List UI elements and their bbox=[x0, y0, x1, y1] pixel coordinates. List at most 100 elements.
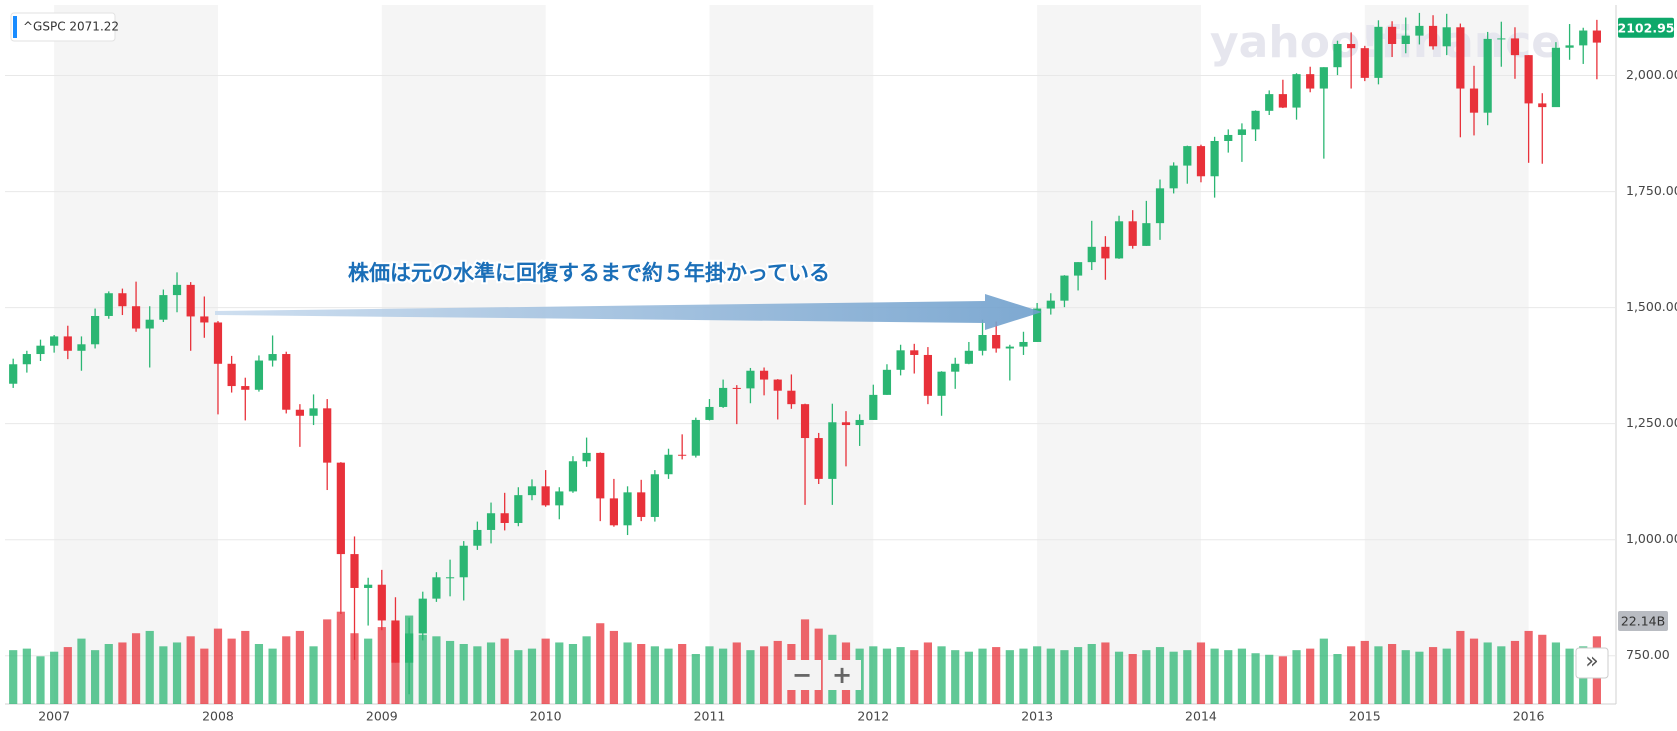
candle-body bbox=[1251, 110, 1260, 130]
zoom-out-button[interactable] bbox=[783, 660, 821, 690]
candle-body bbox=[254, 360, 264, 390]
volume-bar bbox=[664, 648, 673, 704]
candle-body bbox=[91, 315, 100, 345]
volume-bar bbox=[1251, 653, 1260, 704]
volume-bar bbox=[1019, 648, 1028, 704]
candle-body bbox=[541, 486, 550, 506]
candle-body bbox=[364, 584, 373, 588]
volume-bar bbox=[514, 650, 523, 704]
volume-bar bbox=[1551, 642, 1561, 704]
candle-body bbox=[1401, 35, 1410, 44]
volume-bar bbox=[1292, 650, 1301, 704]
expand-button[interactable] bbox=[1575, 647, 1609, 679]
annotation: 株価は元の水準に回復するまで約５年掛かっている bbox=[348, 261, 830, 285]
candle-body bbox=[937, 371, 946, 396]
volume-bar bbox=[896, 647, 905, 704]
volume-bar bbox=[9, 650, 18, 704]
candle-body bbox=[650, 474, 659, 517]
candle-body bbox=[596, 452, 605, 499]
zoom-out-label[interactable]: − bbox=[792, 661, 812, 689]
expand-label[interactable]: » bbox=[1585, 649, 1598, 674]
volume-bar bbox=[1265, 654, 1274, 704]
candle-body bbox=[814, 438, 823, 479]
volume-bar bbox=[1155, 647, 1165, 704]
candle-body bbox=[1087, 246, 1096, 263]
year-band bbox=[709, 5, 874, 704]
candle-body bbox=[514, 495, 523, 523]
volume-bar bbox=[746, 650, 755, 704]
volume-bar bbox=[869, 646, 878, 704]
volume-bar bbox=[377, 627, 386, 704]
volume-bar bbox=[1456, 630, 1465, 704]
candle-body bbox=[418, 598, 427, 634]
zoom-in-button[interactable] bbox=[823, 660, 861, 690]
candle-body bbox=[869, 394, 878, 420]
price-badge-label: 2102.95 bbox=[1618, 20, 1675, 35]
volume-bar bbox=[1415, 651, 1424, 704]
volume-bar bbox=[637, 644, 646, 704]
volume-bar bbox=[937, 646, 946, 704]
candle-body bbox=[732, 387, 741, 389]
x-tick-label: 2010 bbox=[530, 709, 562, 724]
volume-bar bbox=[213, 628, 223, 704]
volume-bar bbox=[596, 623, 605, 704]
candle-body bbox=[896, 350, 905, 370]
candle-body bbox=[1169, 165, 1178, 189]
volume-bar bbox=[1033, 646, 1042, 704]
volume-bar bbox=[1442, 648, 1451, 704]
volume-bar bbox=[1210, 648, 1219, 704]
candle-body bbox=[841, 422, 851, 426]
candle-body bbox=[1319, 67, 1328, 89]
x-tick-label: 2007 bbox=[38, 709, 70, 724]
candle-body bbox=[1196, 146, 1206, 177]
volume-bar bbox=[91, 650, 100, 704]
volume-badge bbox=[1618, 611, 1668, 631]
volume-bar bbox=[1469, 638, 1479, 704]
candle-body bbox=[1510, 38, 1520, 56]
volume-bar bbox=[445, 640, 455, 704]
y-tick-label: 1,500.00 bbox=[1626, 299, 1677, 314]
volume-bar bbox=[1524, 630, 1533, 704]
year-band bbox=[1037, 5, 1201, 704]
volume-bar bbox=[964, 651, 973, 704]
candle-body bbox=[582, 452, 591, 462]
plot-layer bbox=[9, 12, 1601, 704]
candle-body bbox=[527, 486, 537, 496]
candle-body bbox=[145, 319, 154, 329]
candle-body bbox=[405, 633, 414, 663]
candle-body bbox=[1073, 262, 1083, 276]
zoom-in-label[interactable]: + bbox=[832, 661, 852, 689]
candle-body bbox=[1565, 45, 1574, 48]
volume-bar bbox=[131, 633, 141, 704]
candle-body bbox=[1456, 27, 1465, 89]
volume-bar bbox=[1347, 646, 1356, 704]
candle-body bbox=[1524, 55, 1533, 104]
candle-body bbox=[678, 454, 687, 456]
candle-body bbox=[459, 545, 468, 578]
background-layer bbox=[5, 5, 1617, 705]
volume-bar bbox=[1497, 646, 1506, 704]
candle-body bbox=[104, 293, 113, 316]
volume-bar bbox=[459, 644, 468, 704]
candle-body bbox=[787, 390, 796, 405]
volume-bar bbox=[1374, 646, 1383, 704]
candle-body bbox=[391, 620, 400, 663]
volume-bar bbox=[923, 642, 933, 704]
legend-swatch bbox=[13, 16, 17, 38]
volume-bar bbox=[1196, 642, 1206, 704]
volume-bar bbox=[691, 654, 700, 704]
candle-body bbox=[1551, 47, 1561, 108]
volume-bar bbox=[186, 636, 195, 704]
candle-body bbox=[1237, 129, 1247, 135]
x-tick-label: 2016 bbox=[1513, 709, 1545, 724]
candle-body bbox=[186, 284, 195, 317]
volume-bar bbox=[568, 644, 578, 704]
candle-body bbox=[323, 408, 332, 463]
y-tick-label: 1,000.00 bbox=[1626, 531, 1677, 546]
candle-body bbox=[500, 513, 509, 523]
candle-body bbox=[473, 529, 482, 546]
volume-bar bbox=[1005, 650, 1014, 704]
candle-body bbox=[951, 363, 960, 372]
